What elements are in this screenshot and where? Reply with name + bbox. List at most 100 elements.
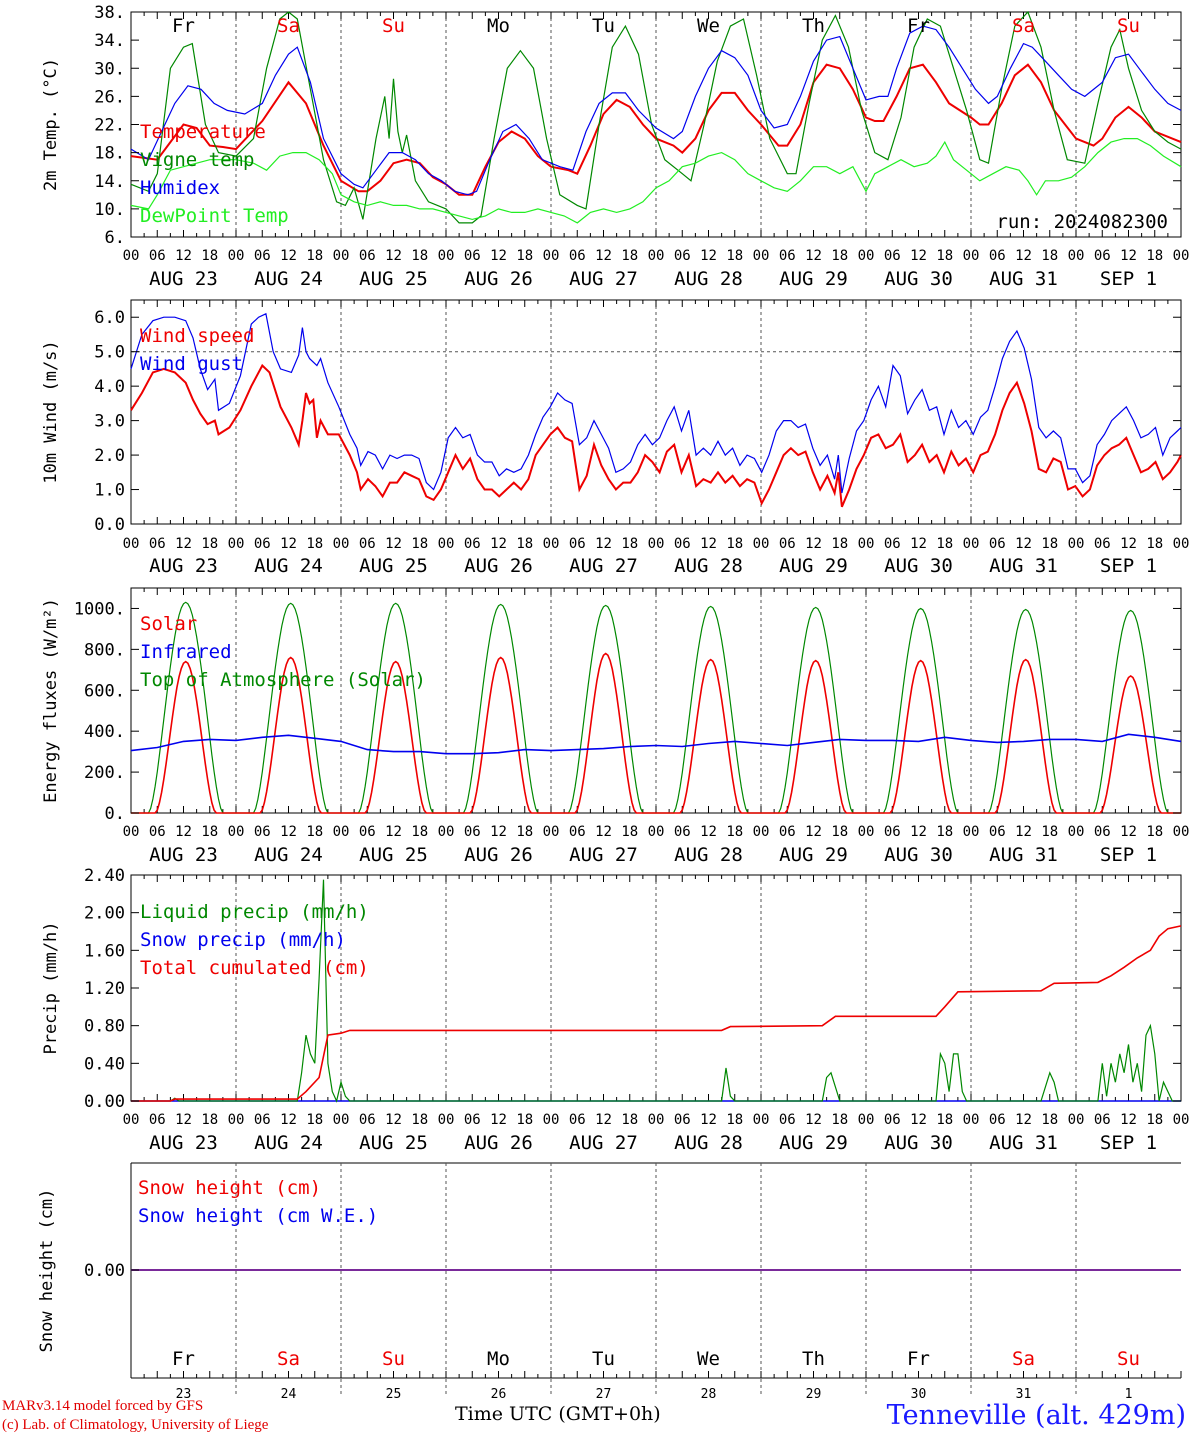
legend-top-of-atmosphere-solar: Top of Atmosphere (Solar) — [140, 669, 426, 691]
y-tick-label: 1.60 — [84, 941, 125, 961]
day-number-label: 23 — [176, 1387, 192, 1402]
hour-tick-label: 00 — [648, 824, 665, 840]
hour-tick-label: 12 — [280, 536, 297, 552]
legend-infrared: Infrared — [140, 641, 232, 663]
hour-tick-label: 00 — [543, 1112, 560, 1128]
hour-tick-label: 06 — [254, 824, 271, 840]
panel-3: 1000. 800. 600. 400. 200. 0. Energy fluxes (W/… — [41, 587, 1189, 866]
hour-tick-label: 18 — [726, 1112, 743, 1128]
hour-tick-label: 06 — [569, 1112, 586, 1128]
hour-tick-label: 18 — [726, 824, 743, 840]
hour-tick-label: 18 — [621, 824, 638, 840]
weekday-label: Su — [1117, 15, 1140, 37]
hour-tick-label: 00 — [123, 824, 140, 840]
hour-tick-label: 18 — [201, 824, 218, 840]
hour-tick-label: 06 — [989, 1112, 1006, 1128]
hour-tick-label: 06 — [884, 536, 901, 552]
hour-tick-label: 06 — [149, 248, 166, 264]
y-tick-label: 14. — [94, 172, 125, 192]
day-number-label: 24 — [281, 1387, 297, 1402]
hour-tick-label: 06 — [359, 824, 376, 840]
weekday-label: Th — [802, 1348, 825, 1370]
series-humidex — [130, 25, 1182, 196]
date-label: SEP 1 — [1100, 1132, 1157, 1154]
hour-tick-label: 00 — [753, 248, 770, 264]
series-vigne-temp — [130, 10, 1182, 224]
hour-tick-label: 18 — [936, 1112, 953, 1128]
plot-frame — [130, 587, 1182, 814]
y-tick-label: 0.0 — [94, 515, 125, 535]
date-label: AUG 24 — [254, 844, 323, 866]
station-name: Tenneville (alt. 429m) — [886, 1400, 1186, 1431]
hour-tick-label: 12 — [910, 824, 927, 840]
date-label: SEP 1 — [1100, 555, 1157, 577]
y-tick-label: 1.20 — [84, 979, 125, 999]
hour-tick-label: 06 — [149, 536, 166, 552]
hour-tick-label: 18 — [306, 248, 323, 264]
weekday-label: Sa — [1012, 1348, 1035, 1370]
hour-tick-label: 00 — [123, 1112, 140, 1128]
hour-tick-label: 06 — [149, 824, 166, 840]
hour-tick-label: 12 — [385, 248, 402, 264]
date-label: AUG 29 — [779, 555, 848, 577]
hour-tick-label: 18 — [1146, 1112, 1163, 1128]
y-tick-label: 400. — [84, 722, 125, 742]
hour-tick-label: 12 — [175, 1112, 192, 1128]
hour-tick-label: 12 — [595, 824, 612, 840]
weekday-label: Su — [382, 15, 405, 37]
hour-tick-label: 00 — [1068, 1112, 1085, 1128]
date-label: AUG 27 — [569, 1132, 638, 1154]
hour-tick-label: 12 — [175, 824, 192, 840]
hour-tick-label: 12 — [1120, 248, 1137, 264]
credit-line: (c) Lab. of Climatology, University of L… — [2, 1417, 269, 1433]
hour-tick-label: 06 — [674, 824, 691, 840]
hour-tick-label: 18 — [1041, 536, 1058, 552]
hour-tick-label: 12 — [700, 536, 717, 552]
y-tick-label: 0.00 — [84, 1092, 125, 1112]
hour-tick-label: 18 — [1146, 536, 1163, 552]
day-number-label: 28 — [701, 1387, 717, 1402]
date-label: AUG 25 — [359, 268, 428, 290]
hour-tick-label: 06 — [674, 1112, 691, 1128]
legend-temperature: Temperature — [140, 121, 266, 143]
hour-tick-label: 06 — [254, 536, 271, 552]
weekday-label: Su — [1117, 1348, 1140, 1370]
y-tick-label: 5.0 — [94, 343, 125, 363]
hour-tick-label: 12 — [280, 824, 297, 840]
y-axis-label: Energy fluxes (W/m²) — [41, 598, 61, 803]
weekday-label: Sa — [1012, 15, 1035, 37]
hour-tick-label: 18 — [621, 248, 638, 264]
date-label: AUG 23 — [149, 844, 218, 866]
hour-tick-label: 00 — [333, 1112, 350, 1128]
hour-tick-label: 00 — [228, 536, 245, 552]
hour-tick-label: 06 — [149, 1112, 166, 1128]
date-label: AUG 28 — [674, 268, 743, 290]
panel-2: 6.0 5.0 4.0 3.0 2.0 1.0 0.0 10m Wind (m/s) Wind … — [41, 299, 1189, 577]
hour-tick-label: 12 — [490, 1112, 507, 1128]
y-tick-label: 4.0 — [94, 377, 125, 397]
panel-4: 2.40 2.00 1.60 1.20 0.80 0.40 0.00 Precip (mm/h… — [41, 866, 1189, 1154]
date-label: AUG 25 — [359, 844, 428, 866]
hour-tick-label: 00 — [858, 824, 875, 840]
y-tick-label: 2.0 — [94, 446, 125, 466]
hour-tick-label: 18 — [306, 1112, 323, 1128]
date-label: AUG 26 — [464, 268, 533, 290]
series-infrared — [130, 733, 1182, 755]
hour-tick-label: 12 — [280, 248, 297, 264]
hour-tick-label: 12 — [910, 248, 927, 264]
hour-tick-label: 12 — [700, 248, 717, 264]
hour-tick-label: 12 — [700, 1112, 717, 1128]
hour-tick-label: 00 — [963, 824, 980, 840]
y-tick-label: 200. — [84, 763, 125, 783]
hour-tick-label: 18 — [201, 1112, 218, 1128]
hour-tick-label: 18 — [831, 1112, 848, 1128]
y-axis-label: Snow height (cm) — [37, 1189, 57, 1353]
hour-tick-label: 00 — [753, 1112, 770, 1128]
plot-frame — [130, 11, 1182, 238]
weekday-label: Sa — [277, 15, 300, 37]
hour-tick-label: 00 — [858, 248, 875, 264]
hour-tick-label: 00 — [333, 824, 350, 840]
hour-tick-label: 00 — [1068, 824, 1085, 840]
hour-tick-label: 06 — [359, 536, 376, 552]
